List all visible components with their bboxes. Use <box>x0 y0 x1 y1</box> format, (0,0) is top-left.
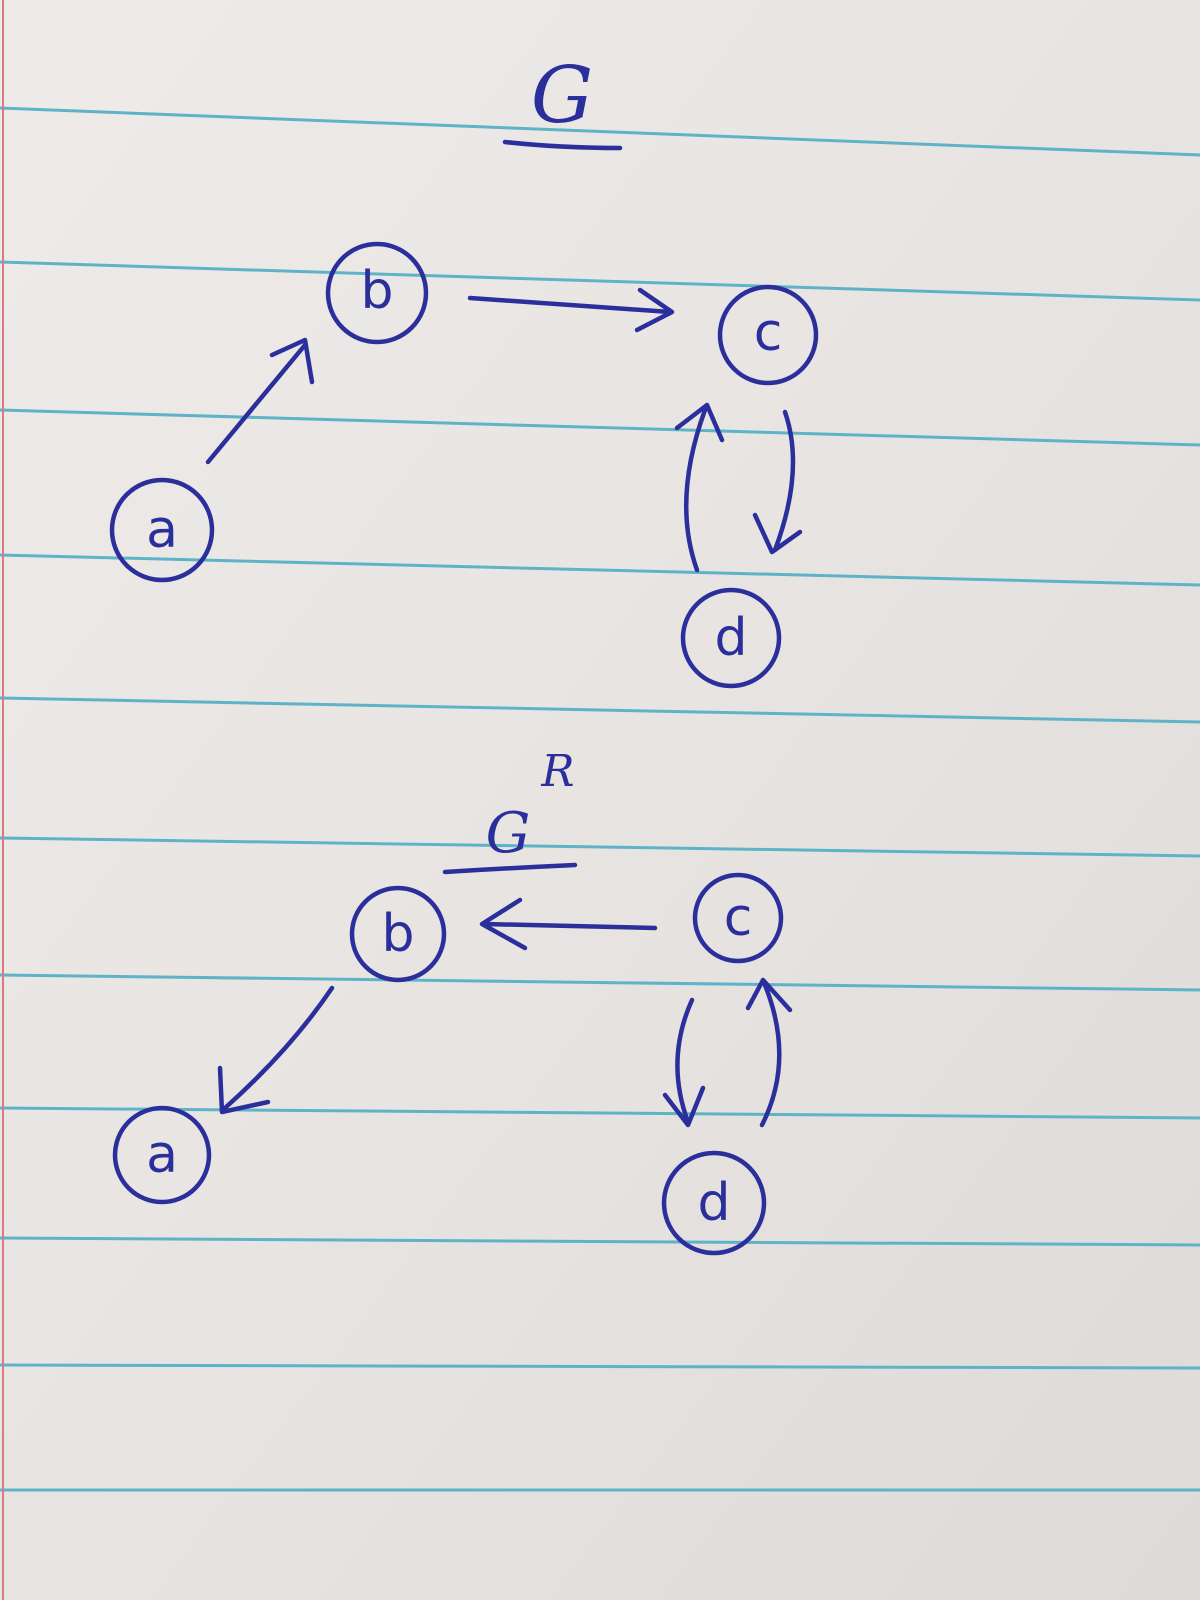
rule-line <box>0 408 1200 447</box>
rule-line <box>0 260 1200 302</box>
rule-line <box>0 1363 1200 1370</box>
graph-bottom-node-c: c <box>692 872 784 964</box>
rule-line <box>0 696 1200 724</box>
graph-top-node-c-label: c <box>754 303 783 363</box>
graph-bottom-node-a: a <box>112 1105 212 1205</box>
graph-bottom-node-d-label: d <box>697 1173 730 1233</box>
graph-top-node-d: d <box>680 587 782 689</box>
rule-line <box>0 106 1200 157</box>
graph-bottom-edge-c-d <box>662 997 706 1128</box>
graph-bottom-node-b: b <box>349 885 447 983</box>
graph-bottom-title: G <box>486 801 531 866</box>
graph-top-node-b-label: b <box>360 261 393 321</box>
graph-top-node-b: b <box>325 241 429 345</box>
rule-line <box>0 1236 1200 1247</box>
graph-top-node-a-label: a <box>146 500 178 560</box>
graph-top-node-a: a <box>109 477 215 583</box>
graph-bottom-edge-b-a <box>217 985 335 1115</box>
rule-line <box>0 836 1200 858</box>
rule-line <box>0 1106 1200 1120</box>
graph-top-edge-c-d <box>752 409 803 555</box>
graph-bottom-edge-d-c <box>745 977 793 1128</box>
graph-bottom-node-d: d <box>661 1150 767 1256</box>
graph-bottom: R G b c a d <box>112 746 793 1256</box>
graph-top-node-d-label: d <box>714 608 747 668</box>
graph-top-edge-d-c <box>674 402 725 573</box>
graph-bottom-title-underline <box>442 862 578 875</box>
graph-top-title: G <box>531 51 593 141</box>
graph-bottom-node-c-label: c <box>724 888 753 948</box>
graph-top-node-c: c <box>717 284 819 386</box>
graph-top-edge-b-c <box>467 287 675 333</box>
rule-line <box>0 973 1200 992</box>
graph-bottom-node-b-label: b <box>381 904 414 964</box>
graph-top-title-underline <box>502 139 623 151</box>
graph-bottom-superscript: R <box>540 746 574 797</box>
graph-bottom-edge-c-b <box>479 897 658 951</box>
graph-bottom-node-a-label: a <box>146 1125 178 1185</box>
graph-top: G b c a d <box>109 51 819 689</box>
graph-top-edge-a-b <box>205 337 315 465</box>
